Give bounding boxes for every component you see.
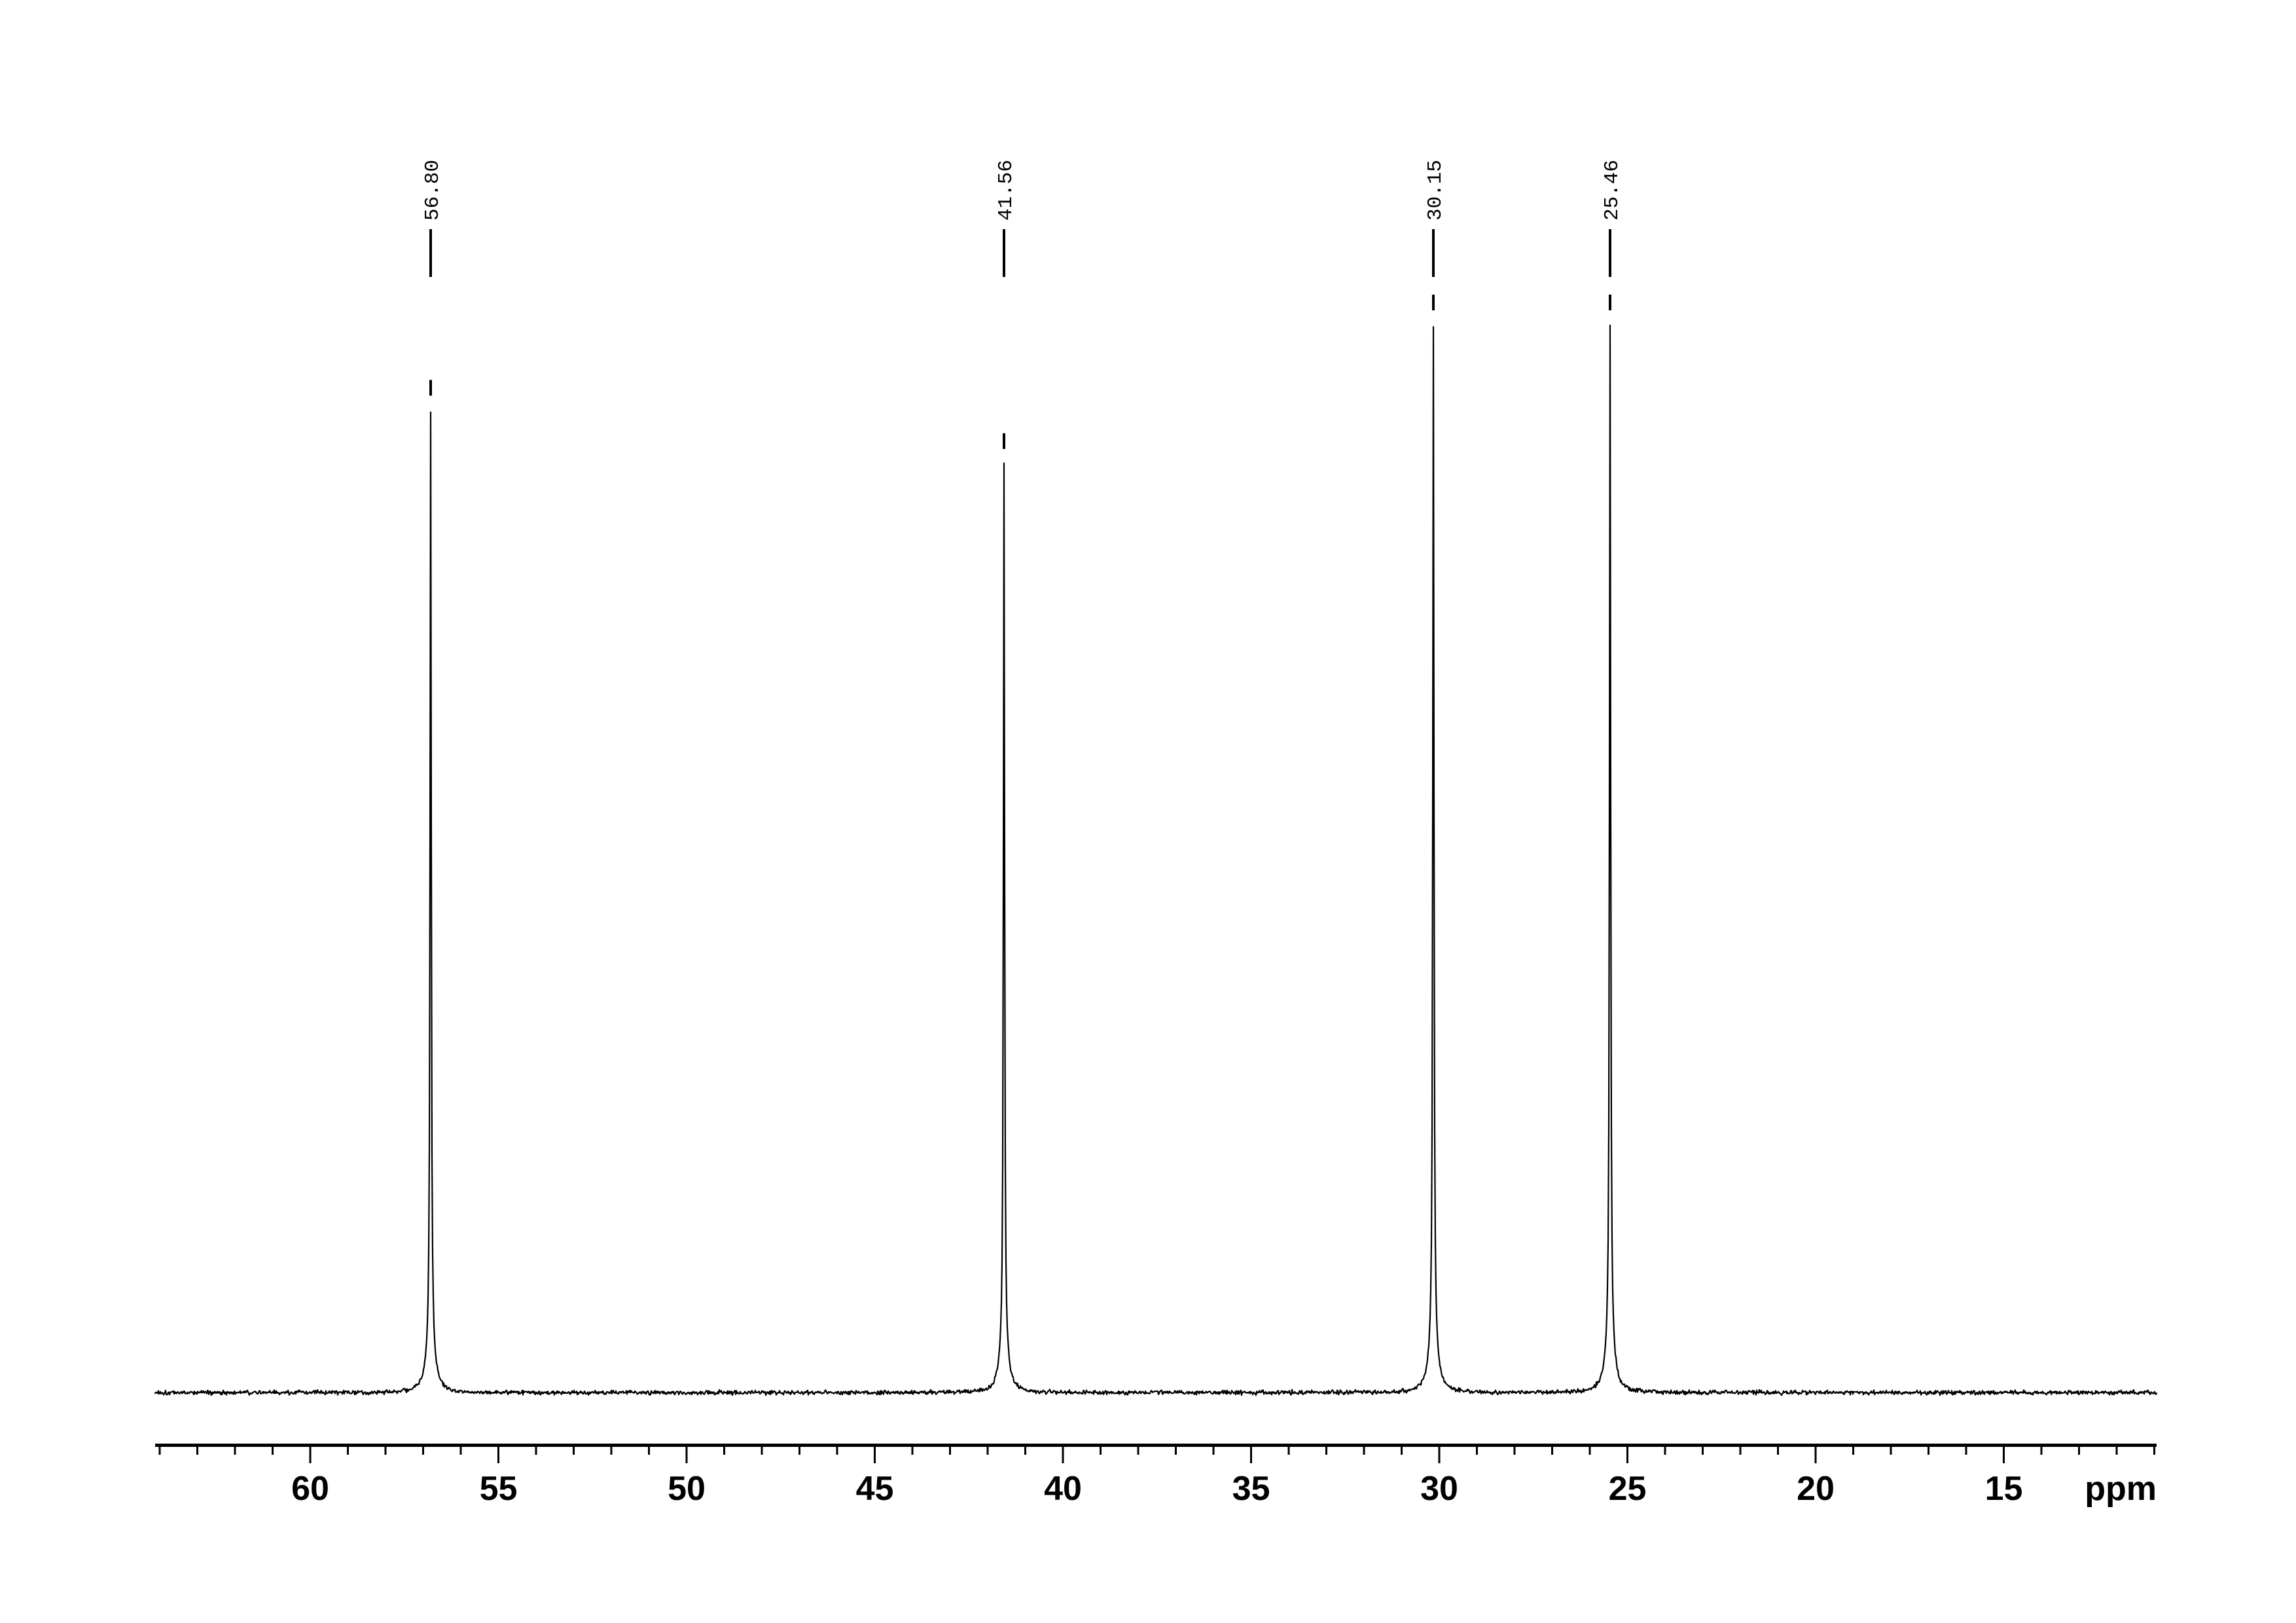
peak-annotations: 56.80 41.56 30.15 25.46 bbox=[422, 160, 1624, 449]
peak-label: 56.80 bbox=[422, 160, 444, 221]
axis-tick-label: 55 bbox=[480, 1470, 518, 1508]
axis-unit-label: ppm bbox=[2085, 1470, 2157, 1508]
peak-label: 41.56 bbox=[995, 160, 1018, 221]
ppm-axis: 60 55 50 45 40 35 30 25 20 15 ppm bbox=[155, 1444, 2157, 1508]
axis-tick-label: 60 bbox=[291, 1470, 329, 1508]
axis-tick-label: 45 bbox=[856, 1470, 894, 1508]
axis-tick-label: 35 bbox=[1232, 1470, 1270, 1508]
axis-tick-label: 25 bbox=[1609, 1470, 1647, 1508]
axis-tick-label: 20 bbox=[1797, 1470, 1835, 1508]
axis-ticks bbox=[158, 1444, 2155, 1463]
spectrum-trace bbox=[154, 324, 2158, 1396]
axis-tick-label: 40 bbox=[1044, 1470, 1082, 1508]
axis-tick-labels: 60 55 50 45 40 35 30 25 20 15 bbox=[291, 1470, 2022, 1508]
peak-label: 25.46 bbox=[1601, 160, 1624, 221]
axis-tick-label: 30 bbox=[1420, 1470, 1458, 1508]
axis-tick-label: 50 bbox=[668, 1470, 706, 1508]
axis-tick-label: 15 bbox=[1985, 1470, 2023, 1508]
peak-label: 30.15 bbox=[1424, 160, 1447, 221]
